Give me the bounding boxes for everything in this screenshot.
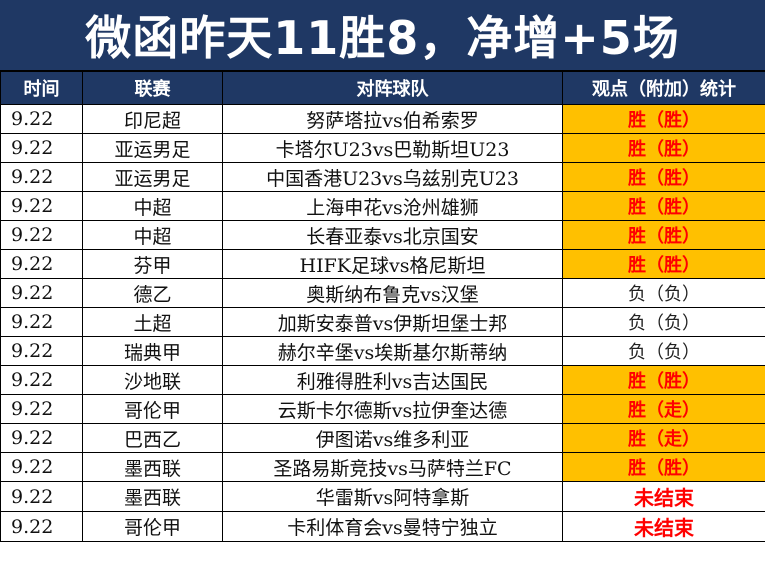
match-cell: 云斯卡尔德斯vs拉伊奎达德 <box>222 394 563 424</box>
table-row: 9.22 瑞典甲 赫尔辛堡vs埃斯基尔斯蒂纳 负（负） <box>0 336 765 366</box>
result-cell: 胜（走） <box>562 394 765 424</box>
result-cell: 胜（胜） <box>562 191 765 221</box>
table-row: 9.22 中超 上海申花vs沧州雄狮 胜（胜） <box>0 191 765 221</box>
table-row: 9.22 印尼超 努萨塔拉vs伯希索罗 胜（胜） <box>0 104 765 134</box>
match-cell: 利雅得胜利vs吉达国民 <box>222 365 563 395</box>
date-cell: 9.22 <box>0 481 83 512</box>
date-cell: 9.22 <box>0 365 83 395</box>
match-cell: 努萨塔拉vs伯希索罗 <box>222 104 563 134</box>
match-cell: 奥斯纳布鲁克vs汉堡 <box>222 278 563 308</box>
result-cell: 胜（胜） <box>562 452 765 482</box>
result-cell: 未结束 <box>562 511 765 542</box>
league-cell: 亚运男足 <box>82 133 223 163</box>
match-cell: HIFK足球vs格尼斯坦 <box>222 249 563 279</box>
match-cell: 卡塔尔U23vs巴勒斯坦U23 <box>222 133 563 163</box>
date-cell: 9.22 <box>0 191 83 221</box>
table-row: 9.22 哥伦甲 云斯卡尔德斯vs拉伊奎达德 胜（走） <box>0 394 765 424</box>
result-cell: 负（负） <box>562 336 765 366</box>
match-cell: 伊图诺vs维多利亚 <box>222 423 563 453</box>
result-cell: 胜（胜） <box>562 220 765 250</box>
table-row: 9.22 土超 加斯安泰普vs伊斯坦堡士邦 负（负） <box>0 307 765 337</box>
result-cell: 胜（胜） <box>562 104 765 134</box>
date-cell: 9.22 <box>0 423 83 453</box>
result-cell: 负（负） <box>562 307 765 337</box>
date-cell: 9.22 <box>0 133 83 163</box>
match-cell: 华雷斯vs阿特拿斯 <box>222 481 563 512</box>
table-row: 9.22 亚运男足 中国香港U23vs乌兹别克U23 胜（胜） <box>0 162 765 192</box>
date-cell: 9.22 <box>0 278 83 308</box>
date-cell: 9.22 <box>0 511 83 542</box>
league-cell: 哥伦甲 <box>82 394 223 424</box>
match-cell: 卡利体育会vs曼特宁独立 <box>222 511 563 542</box>
table-row: 9.22 德乙 奥斯纳布鲁克vs汉堡 负（负） <box>0 278 765 308</box>
league-cell: 印尼超 <box>82 104 223 134</box>
result-cell: 胜（走） <box>562 423 765 453</box>
date-cell: 9.22 <box>0 307 83 337</box>
result-cell: 胜（胜） <box>562 162 765 192</box>
table-row: 9.22 墨西联 圣路易斯竞技vs马萨特兰FC 胜（胜） <box>0 452 765 482</box>
league-cell: 亚运男足 <box>82 162 223 192</box>
league-cell: 墨西联 <box>82 481 223 512</box>
header-time: 时间 <box>0 71 83 105</box>
league-cell: 巴西乙 <box>82 423 223 453</box>
page-title: 微函昨天11胜8，净增+5场 <box>0 0 765 71</box>
table-row: 9.22 沙地联 利雅得胜利vs吉达国民 胜（胜） <box>0 365 765 395</box>
match-cell: 中国香港U23vs乌兹别克U23 <box>222 162 563 192</box>
result-cell: 胜（胜） <box>562 249 765 279</box>
table-body: 9.22 印尼超 努萨塔拉vs伯希索罗 胜（胜） 9.22 亚运男足 卡塔尔U23vs巴勒斯… <box>0 104 765 542</box>
match-cell: 上海申花vs沧州雄狮 <box>222 191 563 221</box>
date-cell: 9.22 <box>0 220 83 250</box>
table-row: 9.22 墨西联 华雷斯vs阿特拿斯 未结束 <box>0 481 765 512</box>
league-cell: 哥伦甲 <box>82 511 223 542</box>
table-row: 9.22 芬甲 HIFK足球vs格尼斯坦 胜（胜） <box>0 249 765 279</box>
date-cell: 9.22 <box>0 162 83 192</box>
header-match: 对阵球队 <box>222 71 563 105</box>
league-cell: 瑞典甲 <box>82 336 223 366</box>
result-cell: 负（负） <box>562 278 765 308</box>
match-cell: 圣路易斯竞技vs马萨特兰FC <box>222 452 563 482</box>
date-cell: 9.22 <box>0 336 83 366</box>
result-cell: 胜（胜） <box>562 133 765 163</box>
league-cell: 墨西联 <box>82 452 223 482</box>
table-row: 9.22 巴西乙 伊图诺vs维多利亚 胜（走） <box>0 423 765 453</box>
date-cell: 9.22 <box>0 249 83 279</box>
date-cell: 9.22 <box>0 452 83 482</box>
date-cell: 9.22 <box>0 104 83 134</box>
header-row: 时间 联赛 对阵球队 观点（附加）统计 <box>0 71 765 105</box>
table-row: 9.22 中超 长春亚泰vs北京国安 胜（胜） <box>0 220 765 250</box>
league-cell: 芬甲 <box>82 249 223 279</box>
league-cell: 土超 <box>82 307 223 337</box>
league-cell: 中超 <box>82 191 223 221</box>
result-cell: 未结束 <box>562 481 765 512</box>
match-cell: 长春亚泰vs北京国安 <box>222 220 563 250</box>
table-row: 9.22 哥伦甲 卡利体育会vs曼特宁独立 未结束 <box>0 511 765 542</box>
match-cell: 加斯安泰普vs伊斯坦堡士邦 <box>222 307 563 337</box>
league-cell: 德乙 <box>82 278 223 308</box>
table-row: 9.22 亚运男足 卡塔尔U23vs巴勒斯坦U23 胜（胜） <box>0 133 765 163</box>
league-cell: 中超 <box>82 220 223 250</box>
header-stat: 观点（附加）统计 <box>562 71 765 105</box>
date-cell: 9.22 <box>0 394 83 424</box>
header-league: 联赛 <box>82 71 223 105</box>
result-cell: 胜（胜） <box>562 365 765 395</box>
match-cell: 赫尔辛堡vs埃斯基尔斯蒂纳 <box>222 336 563 366</box>
league-cell: 沙地联 <box>82 365 223 395</box>
results-table: 时间 联赛 对阵球队 观点（附加）统计 9.22 印尼超 努萨塔拉vs伯希索罗 胜（胜… <box>0 71 765 542</box>
